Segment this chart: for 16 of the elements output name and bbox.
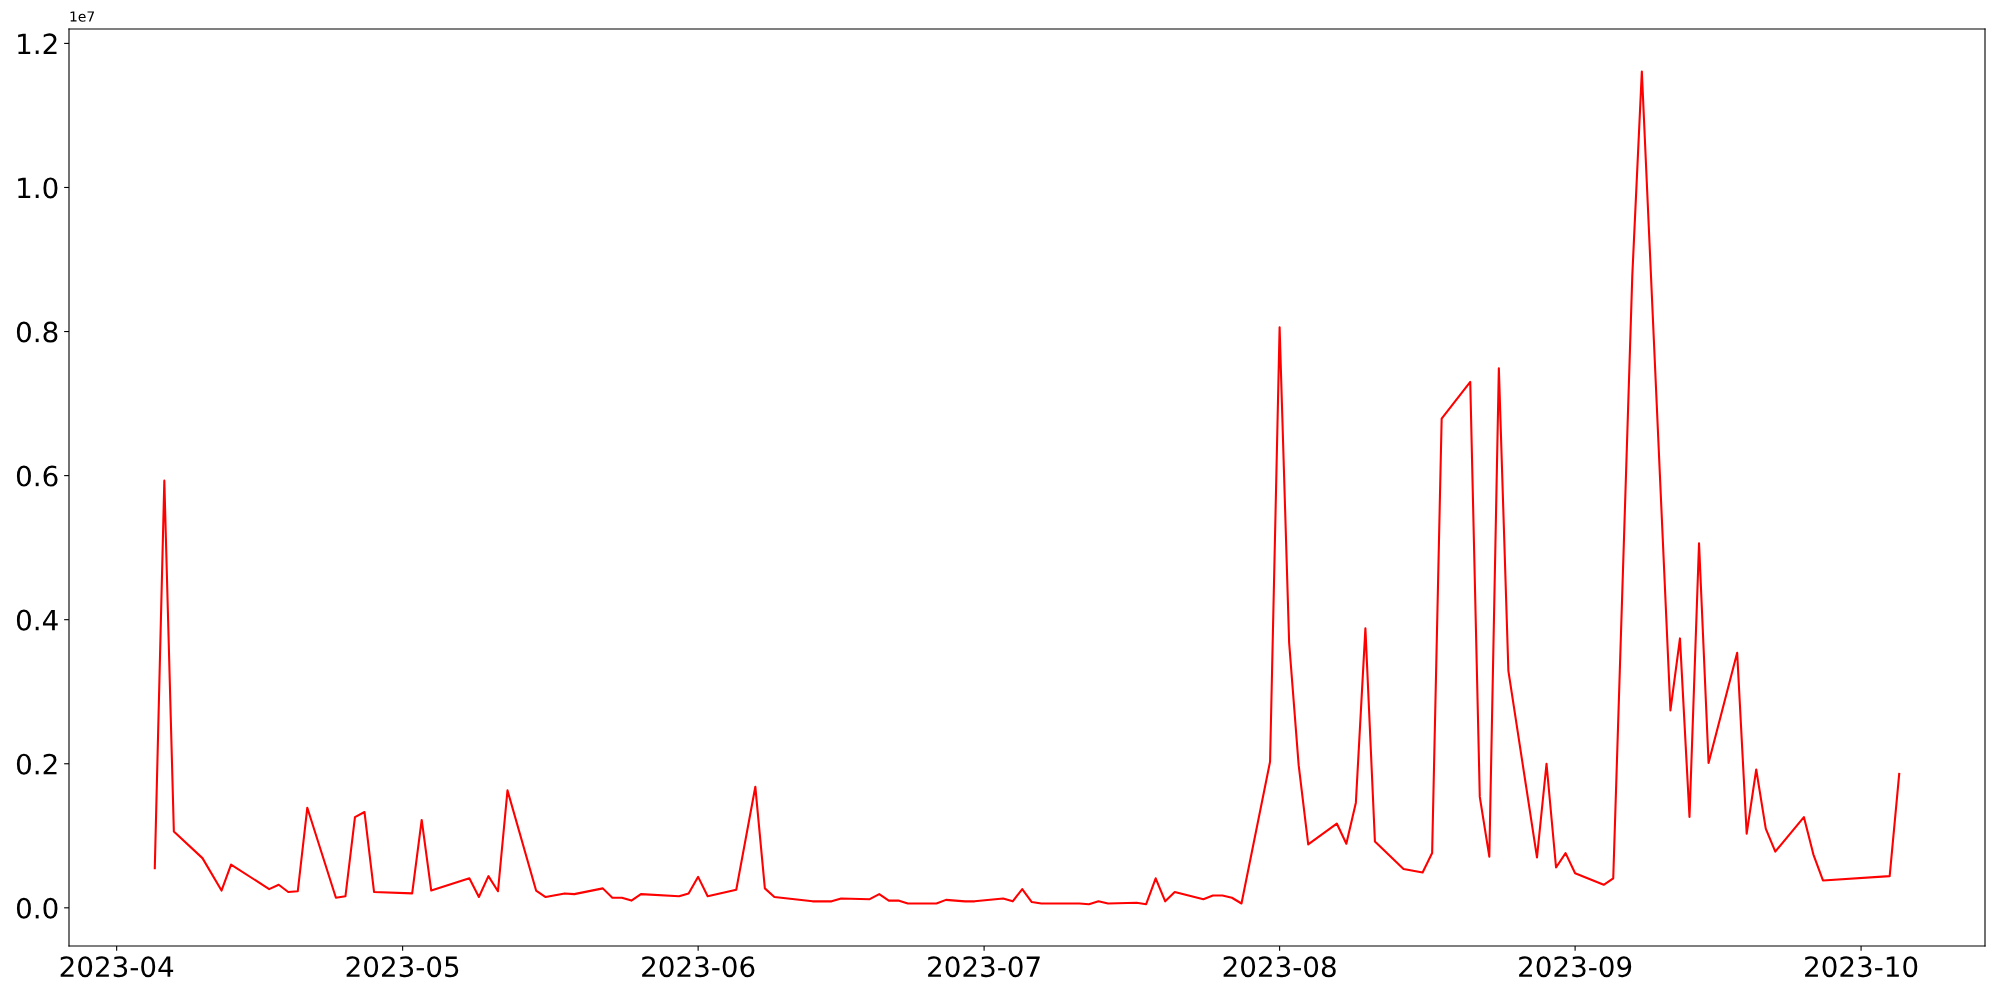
x-tick-label: 2023-09 <box>1519 956 1632 978</box>
x-tick-label: 2023-06 <box>642 956 755 978</box>
y-tick-label: 0.6 <box>16 465 58 487</box>
x-tick-label: 2023-08 <box>1223 956 1336 978</box>
y-tick-label: 1.0 <box>18 177 58 199</box>
y-tick-label: 1.2 <box>18 33 57 54</box>
x-tick-label: 2023-05 <box>346 956 459 978</box>
line-series <box>153 70 1901 906</box>
text: 1e7 <box>70 11 95 22</box>
x-tick-label: 2023-07 <box>928 956 1040 978</box>
y-tick-label: 0.0 <box>16 897 58 919</box>
x-tick-label: 2023-10 <box>1805 956 1918 978</box>
y-tick-label: 0.4 <box>16 609 58 631</box>
x-tick-label: 2023-04 <box>60 956 174 978</box>
y-tick-label: 0.8 <box>16 321 58 343</box>
y-tick-label: 0.2 <box>16 753 57 775</box>
